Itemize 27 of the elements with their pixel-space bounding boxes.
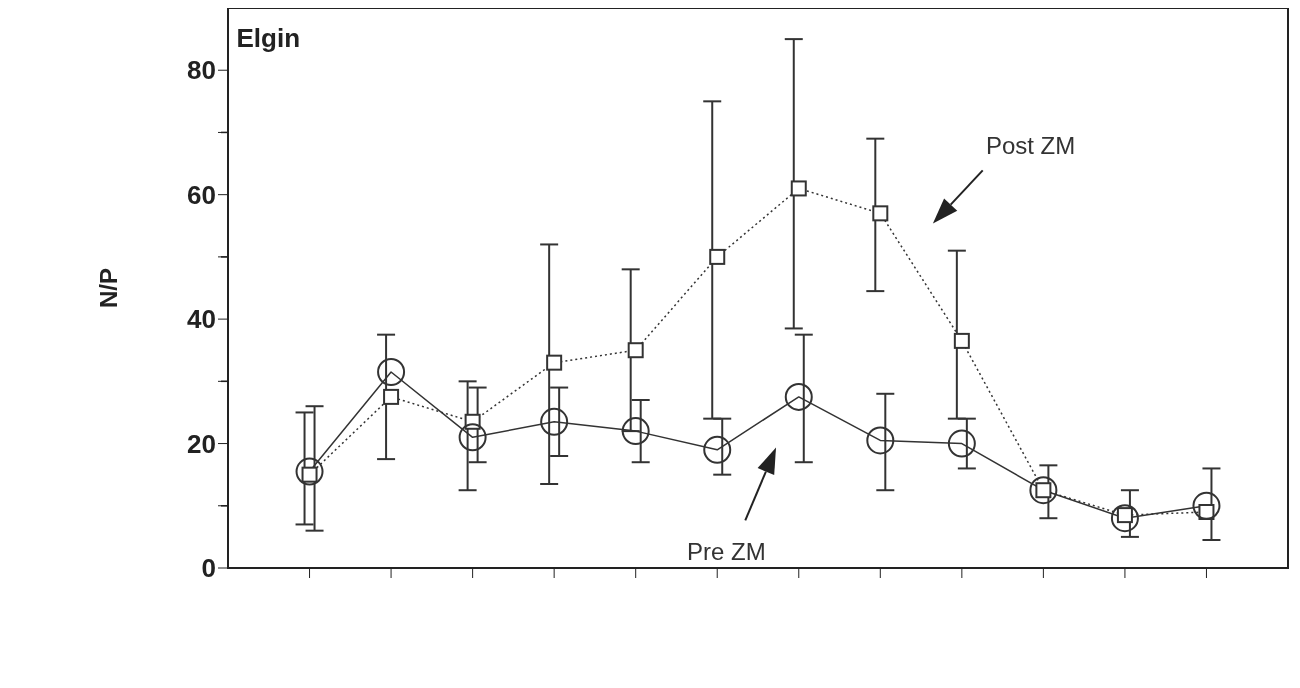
y-tick-label: 20 bbox=[187, 428, 216, 459]
y-tick-label: 80 bbox=[187, 55, 216, 86]
point bbox=[872, 205, 889, 222]
point bbox=[540, 407, 569, 436]
annotation: Elgin bbox=[236, 23, 301, 54]
point bbox=[458, 423, 487, 452]
y-tick-label: 0 bbox=[201, 553, 216, 584]
point bbox=[377, 358, 406, 386]
point bbox=[621, 417, 650, 446]
point bbox=[709, 248, 726, 265]
point bbox=[546, 354, 563, 371]
point bbox=[627, 342, 644, 359]
point bbox=[703, 435, 732, 464]
point bbox=[1192, 491, 1221, 520]
y-tick-label: 40 bbox=[187, 304, 216, 335]
text: Pre ZM bbox=[686, 537, 766, 565]
point bbox=[383, 388, 400, 405]
point bbox=[953, 332, 970, 349]
text: Post ZM bbox=[985, 131, 1076, 159]
point bbox=[295, 457, 324, 486]
point bbox=[784, 382, 813, 411]
y-tick-label: 60 bbox=[187, 179, 216, 210]
point bbox=[947, 429, 976, 458]
y-axis-title: N/P bbox=[94, 267, 122, 309]
point bbox=[866, 426, 895, 455]
point bbox=[790, 180, 807, 197]
point bbox=[1110, 504, 1139, 533]
